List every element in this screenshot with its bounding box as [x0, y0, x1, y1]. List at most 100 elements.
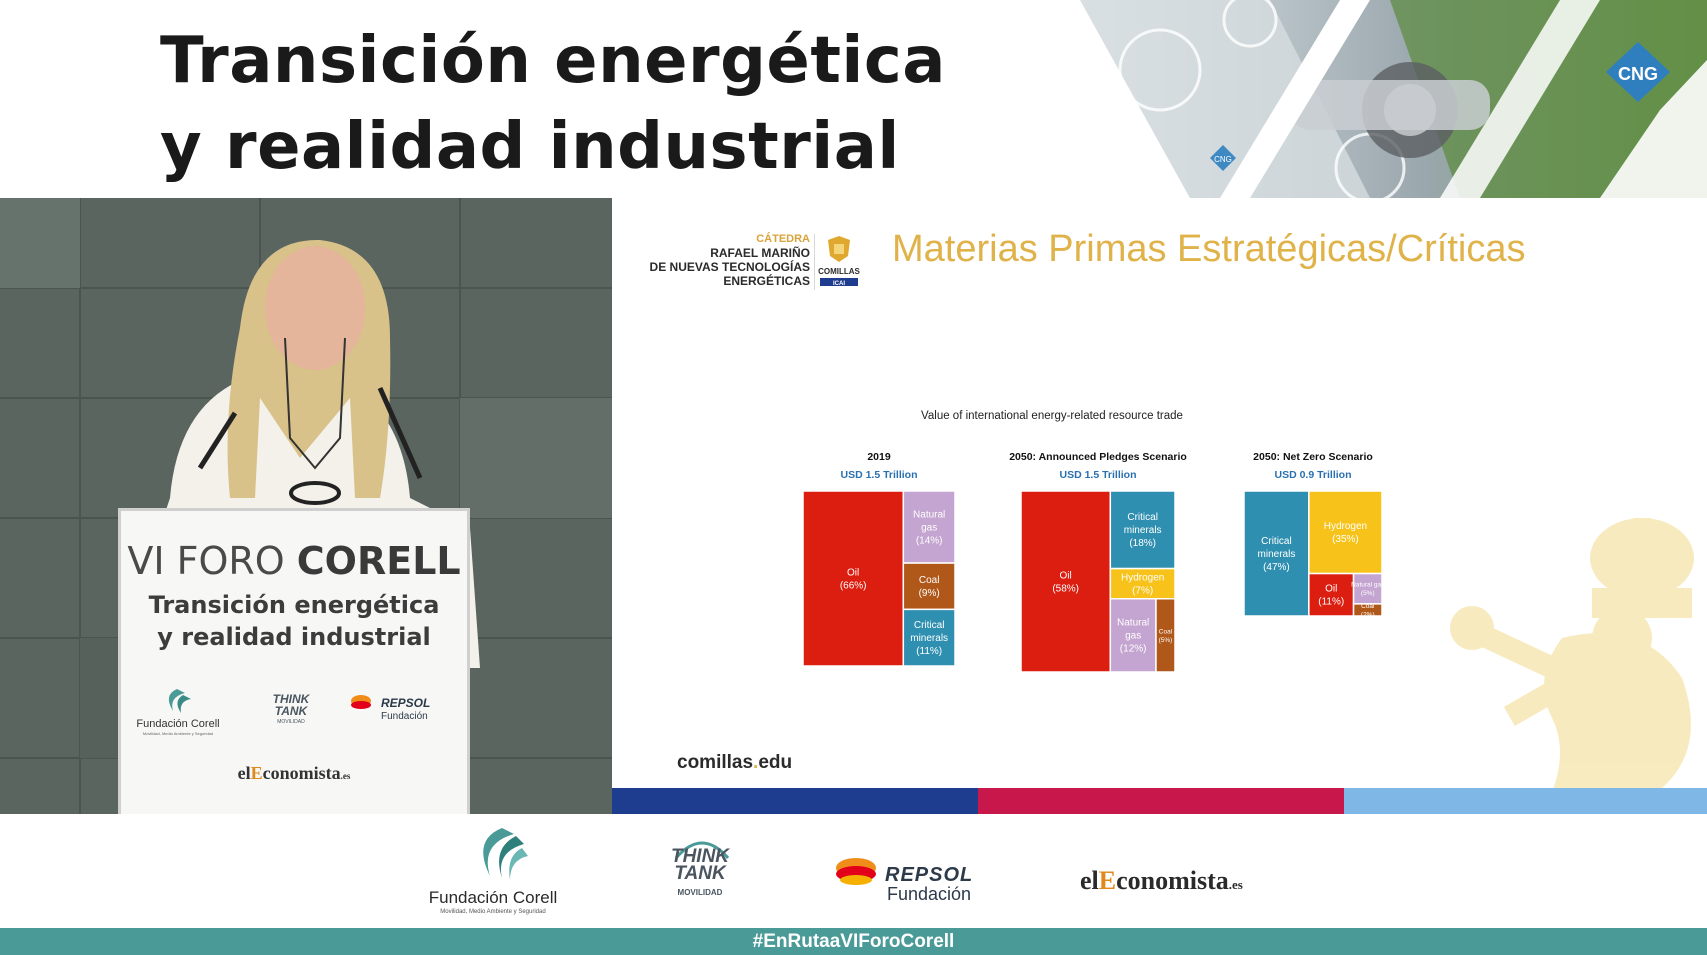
podium-thinktank-text2: TANK	[275, 704, 309, 718]
treemap-label-3-oil: (11%)	[1318, 597, 1344, 608]
presentation-slide: CÁTEDRA RAFAEL MARIÑO DE NUEVAS TECNOLOG…	[612, 198, 1707, 814]
podium-heading-bold: CORELL	[296, 539, 461, 583]
banner-title: Transición energética y realidad industr…	[160, 18, 946, 190]
treemap-label-1-natural-gas: (14%)	[916, 535, 943, 546]
panel-total-2: USD 1.5 Trillion	[1059, 469, 1136, 481]
comillas-url-main: comillas	[677, 752, 754, 773]
panel-title-3: 2050: Net Zero Scenario	[1253, 451, 1373, 463]
treemap-label-1-critical-minerals: Critical	[914, 620, 945, 631]
treemap-chart: 2019 USD 1.5 Trillion Oil (66%) Natural gas (1…	[802, 451, 1385, 673]
header-mobility-photo: CNG CNG	[1080, 0, 1707, 198]
repsol-icon	[836, 858, 876, 885]
treemap-label-2-coal: Coal	[1159, 628, 1173, 635]
treemap-label-3-natural-gas: (5%)	[1361, 590, 1375, 597]
sponsor-logos-bar	[0, 814, 1707, 928]
treemap-cell-1-critical-minerals	[902, 608, 956, 667]
treemap-label-2-critical-minerals: minerals	[1124, 525, 1162, 536]
cng-small-badge-text: CNG	[1214, 155, 1232, 164]
treemap-label-1-oil: Oil	[847, 567, 859, 578]
treemap-label-2-natural-gas: gas	[1125, 631, 1141, 642]
treemap-label-2-oil: (58%)	[1052, 583, 1079, 594]
treemap-cell-2-oil	[1020, 490, 1112, 673]
stripe-blue	[612, 788, 978, 814]
podium-economista-e: E	[250, 763, 263, 783]
treemap-cell-1-natural-gas	[902, 490, 956, 564]
podium-repsol-sub: Fundación	[381, 711, 428, 722]
cng-badge-text: CNG	[1618, 64, 1658, 84]
comillas-url[interactable]: comillas.edu	[677, 752, 792, 774]
hashtag-bar: #EnRutaaVIForoCorell	[0, 928, 1707, 955]
podium: VI FORO CORELL Transición energética y r…	[118, 508, 470, 814]
treemap-label-2-critical-minerals: (18%)	[1129, 538, 1156, 549]
treemap-label-3-coal: Coal	[1361, 603, 1375, 610]
repsol-logo-sub: Fundación	[887, 884, 972, 904]
banner-title-line2: y realidad industrial	[160, 110, 900, 184]
treemap-label-1-oil: (66%)	[840, 580, 867, 591]
speaker-video: VI FORO CORELL Transición energética y r…	[0, 198, 612, 814]
treemap-label-2-natural-gas: (12%)	[1120, 644, 1147, 655]
treemap-label-3-natural-gas: Natural gas	[1351, 582, 1385, 589]
podium-economista-es: .es	[340, 771, 351, 781]
economista-es: .es	[1228, 877, 1243, 892]
podium-subheading-line2: y realidad industrial	[157, 623, 431, 651]
thinktank-logo-line2: TANK	[674, 863, 726, 884]
treemap-label-3-coal: (2%)	[1361, 611, 1375, 618]
podium-sponsor-logos: Fundación Corell Movilidad, Medio Ambien…	[136, 689, 430, 736]
stripe-lightblue	[1344, 788, 1707, 814]
treemap-label-3-critical-minerals: (47%)	[1263, 562, 1290, 573]
treemap-label-1-critical-minerals: (11%)	[916, 646, 942, 657]
panel-title-1: 2019	[867, 451, 891, 463]
podium-fundacion-logo-text: Fundación Corell	[136, 718, 219, 730]
podium-subheading: Transición energética y realidad industr…	[121, 589, 467, 653]
crest-label: COMILLAS	[818, 267, 860, 276]
treemap-cell-2-natural-gas	[1109, 597, 1157, 673]
economista-post: conomista	[1116, 866, 1229, 895]
treemap-cell-3-hydrogen	[1308, 490, 1383, 575]
economista-e: E	[1098, 866, 1117, 895]
event-hashtag[interactable]: #EnRutaaVIForoCorell	[752, 931, 955, 952]
header-banner: Transición energética y realidad industr…	[0, 0, 1707, 198]
treemap-cell-1-oil	[802, 490, 905, 667]
treemap-cell-3-coal	[1352, 603, 1383, 617]
treemap-label-2-natural-gas: Natural	[1117, 618, 1149, 629]
treemap-label-1-critical-minerals: minerals	[910, 633, 948, 644]
catedra-line4: ENERGÉTICAS	[723, 274, 810, 288]
panel-total-3: USD 0.9 Trillion	[1274, 469, 1351, 481]
treemap-label-3-oil: Oil	[1325, 584, 1337, 595]
panel-total-1: USD 1.5 Trillion	[840, 469, 917, 481]
podium-economista-logo: elEconomista.es	[121, 763, 467, 784]
treemap-label-2-critical-minerals: Critical	[1127, 512, 1158, 523]
podium-fundacion-swirl-icon	[168, 689, 185, 711]
fundacion-corell-swirl-icon	[483, 828, 528, 880]
treemap-label-1-coal: (9%)	[919, 588, 940, 599]
catedra-line2: RAFAEL MARIÑO	[710, 246, 810, 260]
thinktank-bulb-icon	[674, 841, 730, 859]
speaker-face	[265, 246, 365, 370]
podium-economista-pre: el	[237, 763, 251, 783]
slide-title: Materias Primas Estratégicas/Críticas	[892, 228, 1526, 270]
catedra-label: CÁTEDRA RAFAEL MARIÑO DE NUEVAS TECNOLOG…	[622, 232, 810, 288]
comillas-lion-watermark	[1450, 518, 1694, 814]
podium-thinktank-text1: THINK	[273, 692, 311, 706]
catedra-line1: CÁTEDRA	[756, 233, 810, 245]
treemap-label-3-critical-minerals: Critical	[1261, 536, 1292, 547]
treemap-cell-2-critical-minerals	[1109, 490, 1176, 570]
panel-title-2: 2050: Announced Pledges Scenario	[1009, 451, 1187, 463]
podium-heading: VI FORO CORELL	[121, 539, 467, 583]
treemap-cell-2-coal	[1155, 597, 1176, 673]
repsol-logo-text: REPSOL	[885, 864, 974, 886]
treemap-label-2-oil: Oil	[1060, 570, 1072, 581]
comillas-crest-logo: COMILLAS ICAI	[814, 234, 861, 290]
treemap-label-3-hydrogen: Hydrogen	[1324, 521, 1367, 532]
economista-pre: el	[1080, 866, 1099, 895]
thinktank-logo-sub: MOVILIDAD	[677, 888, 723, 897]
catedra-line3: DE NUEVAS TECNOLOGÍAS	[649, 260, 810, 274]
fundacion-corell-logo-sub: Movilidad, Medio Ambiente y Seguridad	[440, 909, 546, 915]
banner-title-line1: Transición energética	[160, 24, 946, 98]
thinktank-logo-line1: THINK	[670, 846, 730, 867]
treemap-label-2-hydrogen: Hydrogen	[1121, 572, 1164, 583]
treemap-cell-3-oil	[1308, 572, 1355, 617]
treemap-label-3-critical-minerals: minerals	[1258, 549, 1296, 560]
stripe-red	[978, 788, 1344, 814]
treemap-label-1-coal: Coal	[919, 575, 940, 586]
